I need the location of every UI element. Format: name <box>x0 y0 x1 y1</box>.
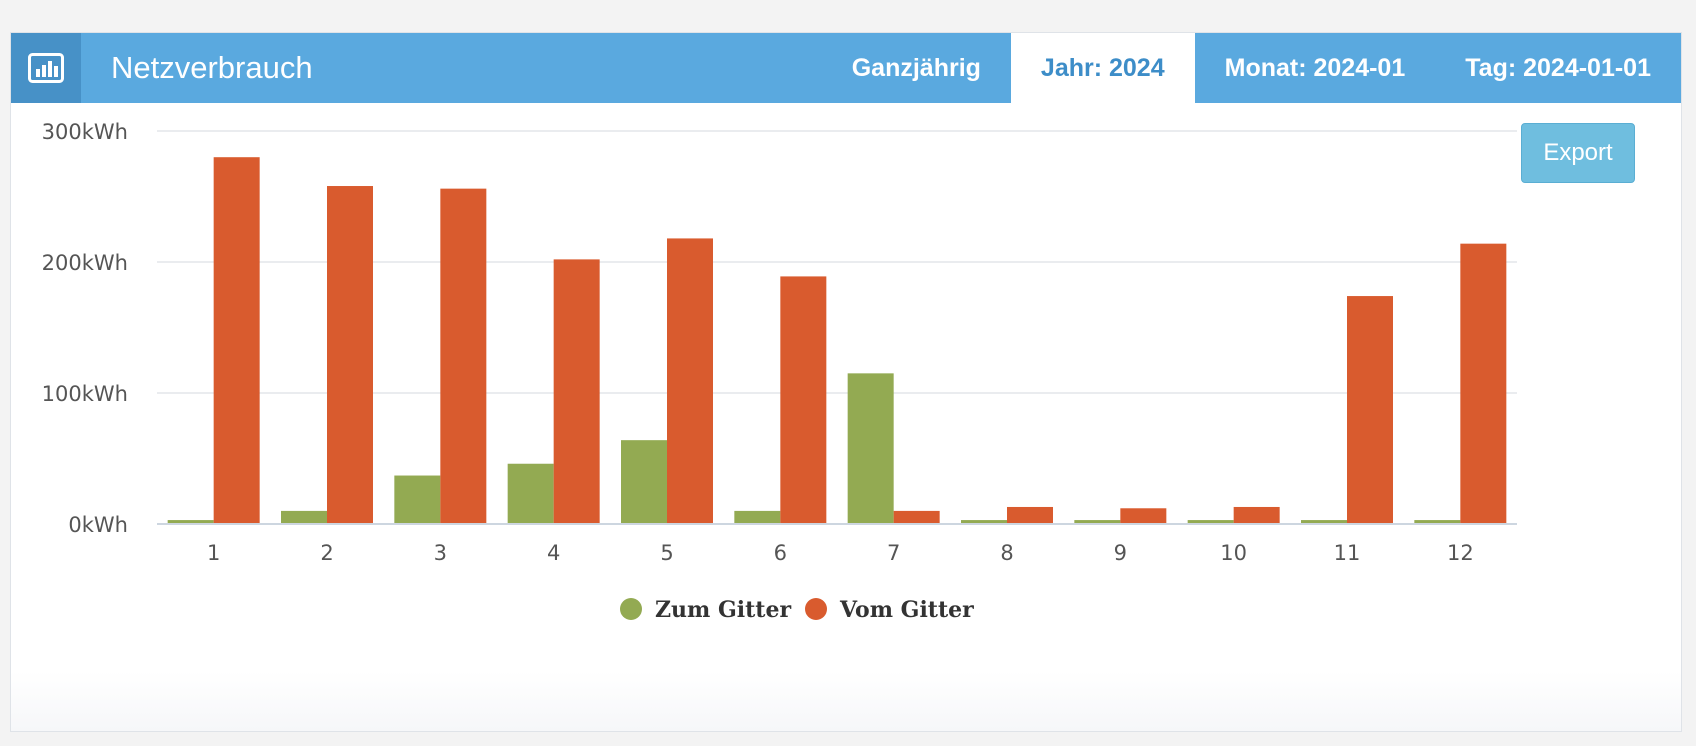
bar-vom-gitter[interactable] <box>1007 506 1053 524</box>
x-tick-label: 9 <box>1114 541 1127 565</box>
bar-zum-gitter[interactable] <box>1414 520 1461 524</box>
legend-label: Vom Gitter <box>839 597 974 623</box>
x-tick-label: 6 <box>774 541 787 565</box>
bar-zum-gitter[interactable] <box>1301 520 1347 524</box>
x-tick-label: 4 <box>547 541 560 565</box>
bar-vom-gitter[interactable] <box>893 510 940 524</box>
bar-vom-gitter[interactable] <box>667 238 713 525</box>
legend: Zum Gitter Vom Gitter <box>620 597 974 623</box>
bar-vom-gitter[interactable] <box>1460 243 1507 524</box>
x-axis-labels: 1 2 3 4 5 6 7 8 9 10 11 12 <box>207 541 1474 565</box>
period-tabs: Ganzjährig Jahr: 2024 Monat: 2024-01 Tag… <box>822 33 1681 105</box>
bar-vom-gitter[interactable] <box>553 259 600 524</box>
bar-vom-gitter[interactable] <box>440 188 487 524</box>
legend-item[interactable]: Vom Gitter <box>805 597 974 623</box>
bar-vom-gitter[interactable] <box>213 157 260 524</box>
export-button[interactable]: Export <box>1521 123 1635 183</box>
bar-zum-gitter[interactable] <box>1074 520 1121 524</box>
panel-footer-shade <box>11 671 1681 731</box>
bar-vom-gitter[interactable] <box>327 186 373 524</box>
bar-zum-gitter[interactable] <box>507 463 554 524</box>
bar-zum-gitter[interactable] <box>734 510 781 524</box>
tab-month[interactable]: Monat: 2024-01 <box>1224 54 1406 82</box>
legend-marker <box>805 598 827 620</box>
legend-label: Zum Gitter <box>655 597 791 623</box>
grid-lines <box>157 130 1517 394</box>
bar-zum-gitter[interactable] <box>961 520 1007 524</box>
y-tick-label: 300kWh <box>42 120 128 144</box>
panel-title: Netzverbrauch <box>111 50 313 85</box>
bar-vom-gitter[interactable] <box>780 276 827 524</box>
bar-zum-gitter[interactable] <box>621 440 667 524</box>
y-tick-label: 0kWh <box>68 513 128 537</box>
x-tick-label: 7 <box>887 541 900 565</box>
bar-zum-gitter[interactable] <box>394 475 441 524</box>
x-tick-label: 11 <box>1334 541 1361 565</box>
tab-year[interactable]: Jahr: 2024 <box>1010 33 1195 105</box>
y-tick-label: 200kWh <box>42 251 128 275</box>
x-tick-label: 5 <box>660 541 673 565</box>
bar-vom-gitter[interactable] <box>1120 508 1167 524</box>
x-tick-label: 12 <box>1447 541 1474 565</box>
chart-panel: Netzverbrauch Ganzjährig Jahr: 2024 Mona… <box>10 32 1682 732</box>
bar-zum-gitter[interactable] <box>281 510 327 524</box>
legend-marker <box>620 598 642 620</box>
y-axis-labels: 0kWh 100kWh 200kWh 300kWh <box>42 120 128 537</box>
tab-all-year[interactable]: Ganzjährig <box>851 54 981 82</box>
panel-header: Netzverbrauch Ganzjährig Jahr: 2024 Mona… <box>11 33 1681 105</box>
bars <box>167 157 1507 525</box>
x-tick-label: 8 <box>1000 541 1013 565</box>
bar-zum-gitter[interactable] <box>1187 520 1234 524</box>
legend-item[interactable]: Zum Gitter <box>620 597 791 623</box>
bar-zum-gitter[interactable] <box>847 373 894 524</box>
x-tick-label: 1 <box>207 541 220 565</box>
bar-vom-gitter[interactable] <box>1347 296 1393 524</box>
bar-vom-gitter[interactable] <box>1233 506 1280 524</box>
bar-chart-icon <box>11 33 81 103</box>
x-tick-label: 2 <box>320 541 333 565</box>
x-tick-label: 3 <box>434 541 447 565</box>
bar-zum-gitter[interactable] <box>167 520 214 524</box>
tab-day[interactable]: Tag: 2024-01-01 <box>1465 54 1651 82</box>
y-tick-label: 100kWh <box>42 382 128 406</box>
x-tick-label: 10 <box>1220 541 1247 565</box>
